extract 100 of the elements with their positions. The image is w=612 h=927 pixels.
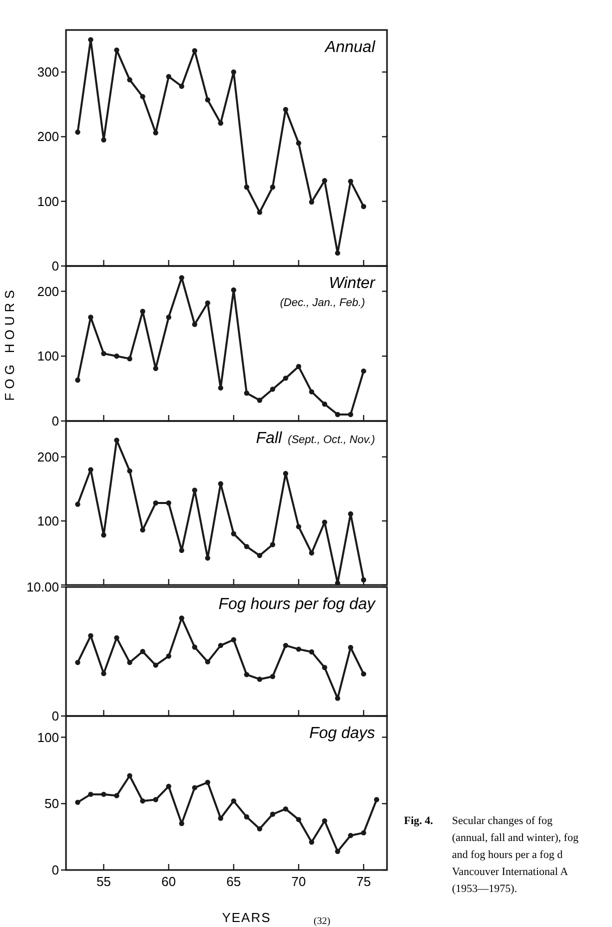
y-tick-label: 100 xyxy=(37,194,59,209)
text: and fog hours per a fog d xyxy=(452,849,564,861)
point xyxy=(270,812,276,817)
point xyxy=(153,366,158,372)
point xyxy=(166,74,172,80)
y-tick-label: 200 xyxy=(37,284,59,299)
point xyxy=(322,664,328,670)
point xyxy=(348,178,354,184)
point xyxy=(114,438,120,443)
point xyxy=(309,840,314,845)
point xyxy=(296,646,302,652)
point xyxy=(335,412,340,418)
point xyxy=(140,94,146,100)
x-tick-label: 60 xyxy=(161,874,176,889)
point xyxy=(88,314,94,320)
point xyxy=(244,390,250,396)
text: Annual xyxy=(324,39,376,56)
text: (32) xyxy=(314,916,330,927)
y-tick-label: 200 xyxy=(37,449,59,464)
text: Vancouver International A xyxy=(452,866,568,878)
x-tick-label: 65 xyxy=(226,874,241,889)
point xyxy=(153,662,158,668)
point xyxy=(88,633,94,638)
point xyxy=(257,552,262,558)
point xyxy=(374,797,380,802)
point xyxy=(322,402,328,407)
point xyxy=(244,814,250,820)
point xyxy=(257,826,262,832)
y-tick-label: 0 xyxy=(52,414,59,429)
point xyxy=(231,637,236,642)
point xyxy=(231,798,236,804)
point xyxy=(166,314,172,320)
point xyxy=(296,140,302,146)
text: (Sept., Oct., Nov.) xyxy=(288,434,376,446)
point xyxy=(88,792,94,797)
point xyxy=(166,784,172,789)
text: Fall xyxy=(256,430,282,447)
x-tick-label: 75 xyxy=(356,874,371,889)
point xyxy=(231,287,236,293)
point xyxy=(192,322,198,327)
point xyxy=(296,364,302,370)
point xyxy=(218,642,224,648)
point xyxy=(179,275,184,280)
text: Fog hours per fog day xyxy=(218,596,376,613)
point xyxy=(140,527,146,533)
point xyxy=(114,47,120,53)
y-tick-label: 0 xyxy=(52,258,59,274)
point xyxy=(205,555,210,561)
point xyxy=(127,468,132,474)
point xyxy=(205,659,210,664)
point xyxy=(205,300,210,306)
point xyxy=(257,210,262,215)
y-tick-label: 100 xyxy=(37,348,59,364)
point xyxy=(140,798,146,804)
point xyxy=(335,848,340,854)
point xyxy=(348,511,354,516)
point xyxy=(192,644,198,650)
point xyxy=(231,531,236,536)
point xyxy=(218,385,224,391)
point xyxy=(192,488,198,493)
text: Secular changes of fog xyxy=(452,815,553,827)
point xyxy=(75,378,80,383)
point xyxy=(270,184,276,190)
y-tick-label: 100 xyxy=(37,513,59,528)
y-tick-label: 200 xyxy=(37,129,59,144)
point xyxy=(114,635,120,640)
point xyxy=(244,544,250,550)
point xyxy=(348,832,354,838)
point xyxy=(205,97,210,102)
point xyxy=(283,376,288,381)
point xyxy=(88,37,94,42)
point xyxy=(218,816,224,821)
point xyxy=(231,69,236,75)
point xyxy=(283,106,288,112)
point xyxy=(101,137,106,143)
point xyxy=(114,793,120,798)
point xyxy=(335,696,340,701)
point xyxy=(322,520,328,525)
point xyxy=(153,130,158,136)
point xyxy=(244,184,250,190)
point xyxy=(140,648,146,654)
point xyxy=(127,660,132,666)
point xyxy=(283,806,288,812)
point xyxy=(348,412,354,418)
point xyxy=(179,548,184,554)
text: Fog days xyxy=(309,725,375,742)
point xyxy=(101,532,106,538)
point xyxy=(192,785,198,790)
point xyxy=(218,481,224,486)
y-tick-label: 300 xyxy=(37,64,59,80)
caption: Fig. 4. xyxy=(404,815,434,827)
x-tick-label: 70 xyxy=(291,874,306,889)
point xyxy=(270,674,276,680)
point xyxy=(140,308,146,314)
text: (Dec., Jan., Feb.) xyxy=(280,297,366,309)
point xyxy=(257,676,262,682)
point xyxy=(75,130,80,135)
point xyxy=(361,368,366,374)
point xyxy=(296,816,302,822)
point xyxy=(361,204,366,210)
